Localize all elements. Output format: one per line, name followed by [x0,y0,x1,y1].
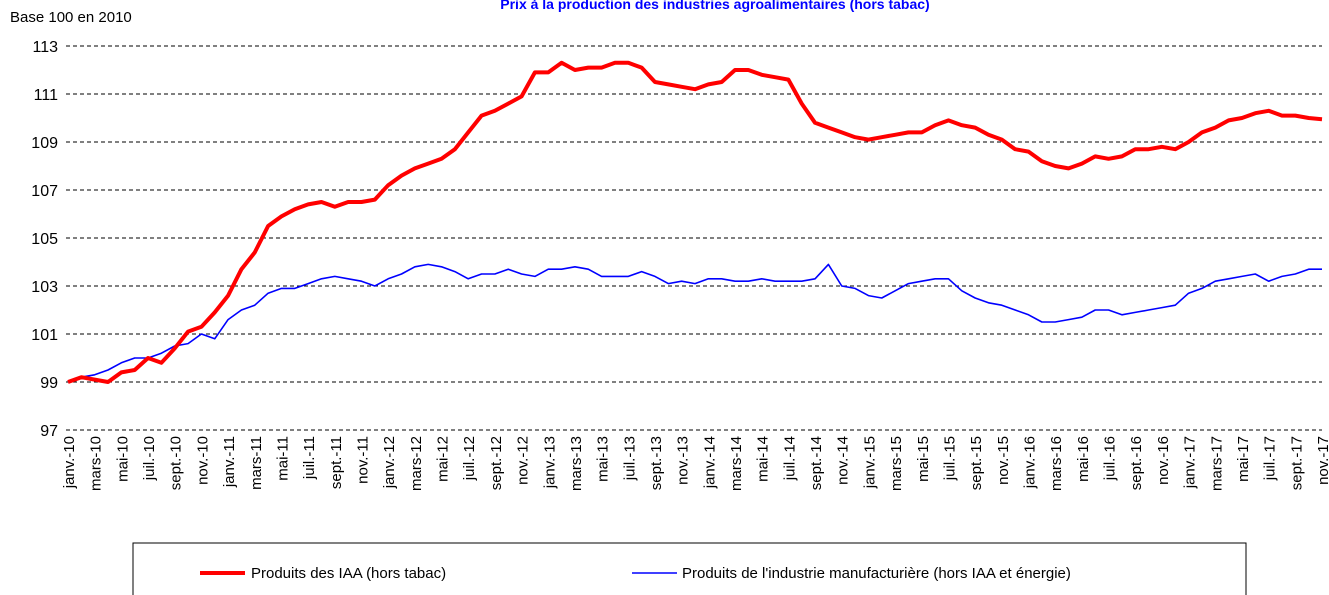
x-tick-label: juil.-12 [461,436,478,481]
y-tick-label: 105 [31,231,58,248]
x-tick-label: janv.-12 [381,436,398,489]
x-tick-label: janv.-17 [1182,436,1199,489]
x-tick-label: janv.-14 [701,436,718,489]
x-tick-label: mai-12 [435,436,452,482]
x-tick-label: juil.-17 [1262,436,1279,481]
x-tick-label: nov.-15 [995,436,1012,485]
y-tick-label: 103 [31,279,58,296]
x-tick-label: sept.-13 [648,436,665,490]
x-tick-label: mai-10 [114,436,131,482]
x-tick-label: mai-15 [915,436,932,482]
x-tick-label: nov.-17 [1315,436,1329,485]
x-tick-label: mai-14 [755,436,772,482]
x-tick-label: janv.-10 [61,436,78,489]
x-tick-label: mars-11 [248,436,265,490]
x-tick-label: mai-11 [274,436,291,481]
x-tick-label: sept.-11 [328,436,345,489]
y-tick-label: 97 [40,423,58,440]
x-tick-label: juil.-16 [1102,436,1119,481]
y-tick-label: 107 [31,183,58,200]
x-tick-label: mars-16 [1048,436,1065,491]
legend-label: Produits des IAA (hors tabac) [251,565,446,582]
x-tick-label: mai-16 [1075,436,1092,482]
x-tick-label: sept.-16 [1128,436,1145,490]
x-tick-label: janv.-16 [1022,436,1039,489]
y-axis-label: Base 100 en 2010 [10,9,132,26]
x-tick-label: juil.-10 [141,436,158,481]
x-tick-label: sept.-14 [808,436,825,490]
legend [132,542,1247,595]
x-tick-label: mars-10 [88,436,105,491]
x-tick-label: juil.-14 [781,436,798,481]
x-tick-label: mars-12 [408,436,425,491]
x-tick-label: mars-13 [568,436,585,491]
x-tick-label: sept.-10 [168,436,185,490]
x-tick-label: janv.-15 [861,436,878,489]
x-tick-label: mars-14 [728,436,745,491]
y-tick-label: 99 [40,375,58,392]
series-line [67,263,1322,383]
x-tick-label: sept.-12 [488,436,505,490]
chart-title: Prix à la production des industries agro… [500,0,929,12]
x-tick-label: sept.-17 [1288,436,1305,490]
x-tick-label: nov.-10 [194,436,211,485]
x-tick-label: juil.-15 [941,436,958,481]
x-tick-label: nov.-14 [835,436,852,485]
x-tick-label: sept.-15 [968,436,985,490]
y-tick-label: 113 [32,39,58,56]
y-tick-label: 111 [34,87,58,104]
x-tick-label: nov.-16 [1155,436,1172,485]
x-tick-label: mai-17 [1235,436,1252,482]
y-tick-label: 101 [31,327,58,344]
x-tick-label: nov.-13 [675,436,692,485]
y-tick-label: 109 [31,135,58,152]
x-tick-label: juil.-13 [621,436,638,481]
x-tick-label: janv.-11 [221,436,238,488]
x-tick-label: nov.-11 [354,436,371,484]
series-line [67,60,1323,384]
x-tick-label: mars-15 [888,436,905,491]
x-tick-label: mai-13 [595,436,612,482]
x-tick-label: mars-17 [1208,436,1225,491]
x-tick-label: nov.-12 [515,436,532,485]
x-tick-label: juil.-11 [301,436,318,480]
legend-label: Produits de l'industrie manufacturière (… [682,565,1071,582]
x-tick-label: janv.-13 [541,436,558,489]
